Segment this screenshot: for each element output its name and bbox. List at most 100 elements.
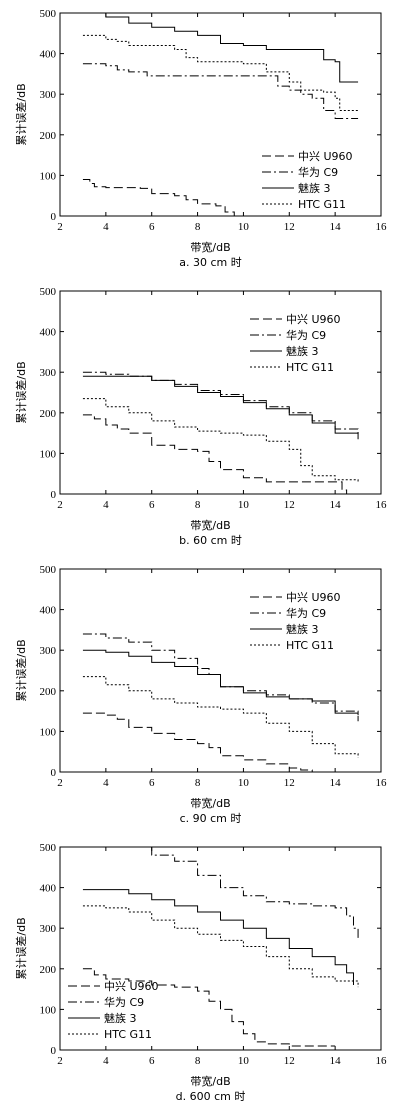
y-tick-label: 500 <box>40 564 57 576</box>
legend-entry-4: HTC G11 <box>104 1028 152 1041</box>
x-tick-label: 6 <box>149 1055 155 1067</box>
y-tick-label: 300 <box>40 645 57 657</box>
series-line-2 <box>82 63 359 120</box>
chart-caption: a. 30 cm 时 <box>179 256 242 269</box>
x-tick-label: 2 <box>57 221 63 233</box>
y-tick-label: 0 <box>51 211 57 223</box>
x-tick-label: 10 <box>238 221 250 233</box>
x-tick-label: 6 <box>149 499 155 511</box>
legend-entry-2: 华为 C9 <box>286 328 326 342</box>
y-axis-label: 累计误差/dB <box>14 83 28 145</box>
x-tick-label: 16 <box>376 777 388 789</box>
legend-entry-1: 中兴 U960 <box>298 150 353 163</box>
x-axis-label: 带宽/dB <box>190 1074 230 1088</box>
x-tick-label: 2 <box>57 777 63 789</box>
legend-entry-3: 魅族 3 <box>298 181 331 195</box>
legend-entry-3: 魅族 3 <box>104 1011 137 1025</box>
y-tick-label: 0 <box>51 1045 57 1057</box>
series-line-4 <box>82 676 359 758</box>
legend: 中兴 U960 华为 C9 魅族 3 HTC G11 <box>250 591 341 652</box>
y-tick-label: 100 <box>40 726 57 738</box>
x-tick-label: 16 <box>376 221 388 233</box>
y-tick-label: 200 <box>40 686 57 698</box>
legend-entry-4: HTC G11 <box>286 361 334 374</box>
series-line-1 <box>82 968 336 1047</box>
legend-entry-1: 中兴 U960 <box>104 980 159 993</box>
legend-entry-1: 中兴 U960 <box>286 313 341 326</box>
series-line-4 <box>82 398 359 482</box>
chart-caption: d. 600 cm 时 <box>176 1090 246 1103</box>
legend-entry-4: HTC G11 <box>298 198 346 211</box>
x-tick-label: 4 <box>103 777 109 789</box>
series-line-4 <box>82 34 359 111</box>
series-line-3 <box>82 13 359 83</box>
y-tick-label: 400 <box>40 605 57 617</box>
x-tick-label: 4 <box>103 1055 109 1067</box>
series-line-4 <box>82 905 359 988</box>
y-tick-label: 300 <box>40 89 57 101</box>
x-tick-label: 8 <box>195 777 201 789</box>
legend: 中兴 U960 华为 C9 魅族 3 HTC G11 <box>68 980 159 1041</box>
y-tick-label: 400 <box>40 327 57 339</box>
y-tick-label: 200 <box>40 964 57 976</box>
x-tick-label: 10 <box>238 777 250 789</box>
x-tick-label: 8 <box>195 221 201 233</box>
legend-entry-3: 魅族 3 <box>286 622 319 636</box>
x-tick-label: 16 <box>376 1055 388 1067</box>
x-tick-label: 2 <box>57 499 63 511</box>
legend-entry-2: 华为 C9 <box>286 606 326 620</box>
series-line-1 <box>82 414 348 494</box>
y-axis-label: 累计误差/dB <box>14 917 28 979</box>
series-line-1 <box>82 712 313 772</box>
series-line-1 <box>82 178 235 216</box>
y-axis-label: 累计误差/dB <box>14 639 28 701</box>
x-tick-label: 8 <box>195 499 201 511</box>
legend: 中兴 U960 华为 C9 魅族 3 HTC G11 <box>250 313 341 374</box>
plot-frame <box>59 12 382 217</box>
x-axis-label: 带宽/dB <box>190 518 230 532</box>
x-tick-label: 14 <box>330 777 342 789</box>
y-tick-label: 500 <box>40 842 57 854</box>
plot-frame <box>59 568 382 773</box>
y-axis-label: 累计误差/dB <box>14 361 28 423</box>
legend-entry-4: HTC G11 <box>286 639 334 652</box>
y-tick-label: 0 <box>51 489 57 501</box>
series-line-3 <box>82 375 359 440</box>
x-tick-label: 12 <box>284 777 295 789</box>
x-tick-label: 12 <box>284 221 295 233</box>
y-tick-label: 200 <box>40 408 57 420</box>
y-tick-label: 200 <box>40 130 57 142</box>
y-tick-label: 0 <box>51 767 57 779</box>
chart-30cm: 2 4 6 8 10 12 14 16 0 100 200 300 400 500 带宽/dB 累计误差/dB… <box>14 8 388 269</box>
series-line-2 <box>82 371 359 438</box>
x-axis-label: 带宽/dB <box>190 796 230 810</box>
chart-caption: b. 60 cm 时 <box>179 534 242 547</box>
x-tick-label: 4 <box>103 499 109 511</box>
x-axis-label: 带宽/dB <box>190 240 230 254</box>
x-tick-label: 16 <box>376 499 388 511</box>
legend-entry-1: 中兴 U960 <box>286 591 341 604</box>
x-tick-label: 10 <box>238 1055 250 1067</box>
x-tick-label: 12 <box>284 1055 295 1067</box>
y-tick-label: 400 <box>40 883 57 895</box>
legend-entry-2: 华为 C9 <box>298 165 338 179</box>
legend-entry-2: 华为 C9 <box>104 995 144 1009</box>
series-line-2 <box>82 847 359 941</box>
x-tick-label: 12 <box>284 499 295 511</box>
y-tick-label: 100 <box>40 448 57 460</box>
chart-60cm: 2 4 6 8 10 12 14 16 0 100 200 300 400 500 带宽/dB 累计误差/dB… <box>14 286 388 547</box>
y-tick-label: 400 <box>40 49 57 61</box>
x-tick-label: 8 <box>195 1055 201 1067</box>
x-tick-label: 14 <box>330 221 342 233</box>
x-tick-label: 6 <box>149 221 155 233</box>
plot-frame <box>59 846 382 1051</box>
y-tick-label: 300 <box>40 923 57 935</box>
legend-entry-3: 魅族 3 <box>286 344 319 358</box>
series-line-3 <box>82 649 359 716</box>
x-tick-label: 2 <box>57 1055 63 1067</box>
series-line-3 <box>82 889 354 986</box>
x-tick-label: 6 <box>149 777 155 789</box>
plot-frame <box>59 290 382 495</box>
chart-90cm: 2 4 6 8 10 12 14 16 0 100 200 300 400 500 带宽/dB 累计误差/dB… <box>14 564 388 825</box>
legend: 中兴 U960 华为 C9 魅族 3 HTC G11 <box>262 150 353 211</box>
